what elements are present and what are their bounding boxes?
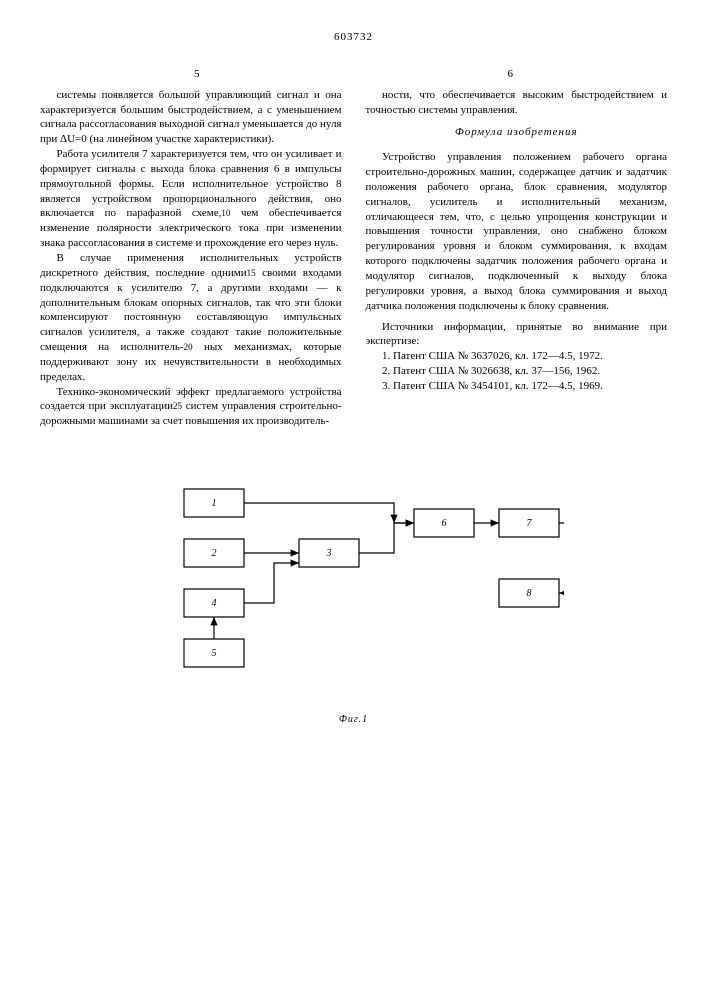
diagram-block-label: 6 [441, 518, 446, 529]
reference-item: 3. Патент США № 3454101, кл. 172—4.5, 19… [366, 379, 668, 394]
claim-text: Устройство управления положением рабочег… [366, 150, 668, 313]
line-marker: 20 [184, 342, 193, 352]
diagram-edge [244, 563, 299, 603]
line-marker: 10 [221, 208, 230, 218]
line-marker: 25 [173, 401, 182, 411]
claims-heading: Формула изобретения [366, 125, 668, 140]
reference-item: 2. Патент США № 3026638, кл. 37—156, 196… [366, 364, 668, 379]
para: системы появляется большой управляющий с… [40, 88, 342, 147]
diagram-edge [559, 523, 564, 593]
col-num-right: 6 [508, 67, 514, 82]
diagram-container: 1 2 3 4 5 6 7 8 Фиг.1 [40, 469, 667, 727]
right-column: ности, что обеспечивается высоким быстро… [366, 88, 668, 429]
diagram-block-label: 5 [211, 648, 216, 659]
reference-item: 1. Патент США № 3637026, кл. 172—4.5, 19… [366, 349, 668, 364]
diagram-block-label: 2 [211, 548, 216, 559]
diagram-block-label: 3 [325, 548, 331, 559]
para: ности, что обеспечивается высоким быстро… [366, 88, 668, 118]
para: В случае применения исполнительных устро… [40, 251, 342, 385]
col-num-left: 5 [194, 67, 200, 82]
diagram-block-label: 7 [526, 518, 532, 529]
text-columns: системы появляется большой управляющий с… [40, 88, 667, 429]
document-number: 603732 [40, 30, 667, 45]
left-column: системы появляется большой управляющий с… [40, 88, 342, 429]
diagram-edge [359, 523, 414, 553]
diagram-block-label: 4 [211, 598, 216, 609]
para: Работа усилителя 7 характеризуется тем, … [40, 147, 342, 251]
figure-caption: Фиг.1 [40, 713, 667, 727]
diagram-edge [244, 503, 394, 523]
line-marker: 15 [247, 268, 256, 278]
block-diagram: 1 2 3 4 5 6 7 8 [144, 469, 564, 709]
para: Технико-экономический эффект предлагаемо… [40, 385, 342, 430]
diagram-block-label: 1 [211, 498, 216, 509]
column-number-row: 5 6 [40, 67, 667, 82]
references-heading: Источники информации, принятые во вниман… [366, 320, 668, 350]
diagram-block-label: 8 [526, 588, 531, 599]
